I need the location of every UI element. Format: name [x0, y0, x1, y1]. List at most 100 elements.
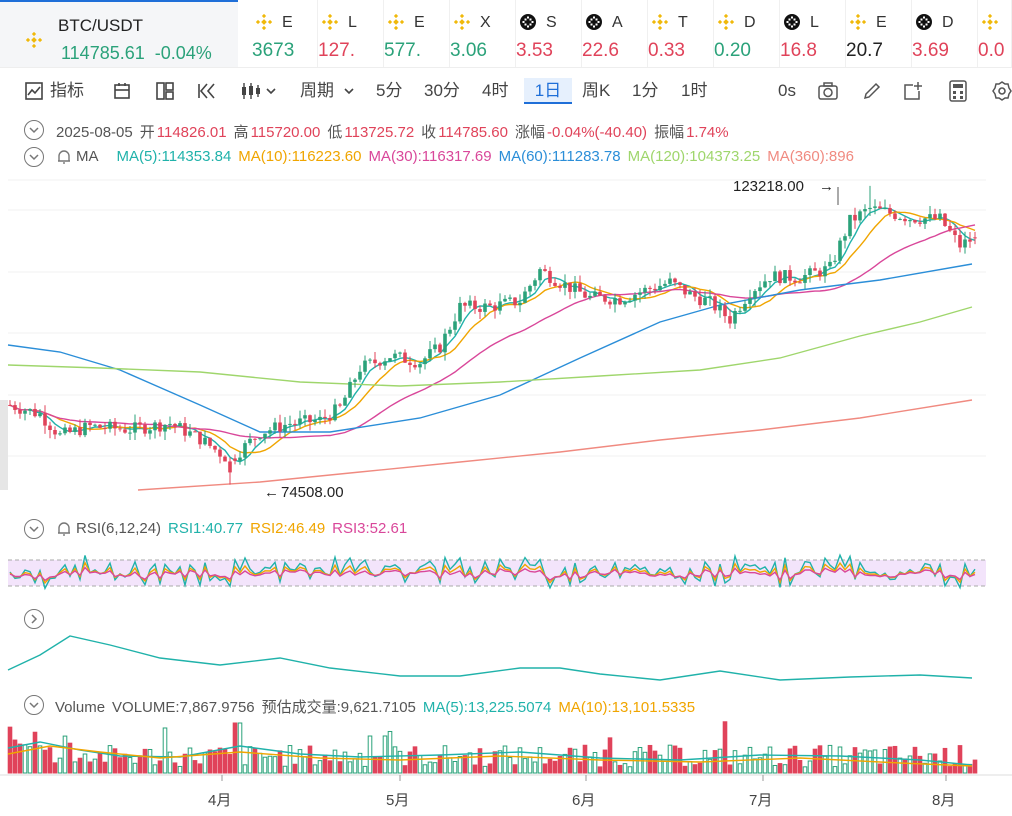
- expand-chevron-icon[interactable]: [24, 609, 44, 629]
- candle-body: [103, 427, 107, 429]
- collapse-chevron-icon[interactable]: [24, 147, 44, 167]
- volume-bar: [957, 745, 963, 774]
- low-annotation: 74508.00: [281, 484, 344, 501]
- candle-body: [513, 297, 517, 306]
- volume-bar: [622, 763, 628, 774]
- candle-type-icon[interactable]: [240, 81, 276, 106]
- ticker-value: 127.: [318, 40, 355, 61]
- add-drawing-icon[interactable]: [903, 81, 923, 106]
- ticker-item[interactable]: L 16.8: [780, 0, 846, 67]
- volume-bar: [242, 764, 248, 774]
- candle-body: [413, 365, 417, 368]
- candle-body: [428, 349, 432, 359]
- candle-body: [723, 305, 727, 317]
- candle-body: [878, 206, 882, 209]
- volume-bar: [942, 747, 948, 774]
- candle-body: [578, 283, 582, 292]
- collapse-chevron-icon[interactable]: [24, 695, 44, 715]
- volume-bar: [457, 756, 463, 774]
- ticker-item[interactable]: E 3673: [252, 0, 318, 67]
- volume-bar: [902, 758, 908, 774]
- bell-icon[interactable]: [55, 148, 73, 171]
- bell-icon[interactable]: [55, 520, 73, 543]
- candle-body: [538, 269, 542, 281]
- replay-icon[interactable]: [197, 81, 219, 106]
- volume-bar: [707, 758, 713, 774]
- candle-body: [28, 408, 32, 411]
- ticker-item[interactable]: D 3.69: [912, 0, 978, 67]
- volume-bar: [767, 746, 773, 774]
- ticker-item[interactable]: E 577.: [384, 0, 450, 67]
- volume-bar: [887, 746, 893, 774]
- indicators-button[interactable]: 指标: [50, 81, 84, 100]
- ohlc-date: 2025-08-05: [56, 124, 133, 141]
- pencil-icon[interactable]: [862, 81, 882, 106]
- interval-30m[interactable]: 30分: [424, 81, 460, 100]
- x-axis-label-jul: 7月: [749, 792, 773, 809]
- volume-bar: [297, 749, 303, 774]
- candle-body: [468, 300, 472, 306]
- candle-body: [518, 302, 522, 306]
- ma5-value: MA(5):114353.84: [116, 148, 232, 165]
- template-icon[interactable]: [112, 82, 132, 105]
- volume-bar: [602, 749, 608, 774]
- main-ticker-btc[interactable]: BTC/USDT 114785.61 -0.04%: [0, 0, 238, 67]
- camera-icon[interactable]: [817, 81, 839, 106]
- ticker-symbol: S: [546, 14, 557, 31]
- volume-bar: [427, 761, 433, 774]
- candle-body: [88, 422, 92, 426]
- layout-icon[interactable]: [155, 81, 175, 106]
- ticker-item[interactable]: E 20.7: [846, 0, 912, 67]
- ticker-symbol: X: [480, 14, 491, 31]
- candle-body: [233, 458, 237, 461]
- volume-bar: [777, 763, 783, 774]
- interval-5m[interactable]: 5分: [376, 81, 403, 100]
- candle-body: [708, 296, 712, 298]
- candle-body: [483, 303, 487, 312]
- volume-bar: [237, 722, 243, 774]
- ticker-item[interactable]: L 127.: [318, 0, 384, 67]
- calculator-icon[interactable]: [948, 80, 968, 107]
- candle-body: [828, 261, 832, 267]
- volume-bar: [447, 757, 453, 774]
- ticker-item[interactable]: S 3.53: [516, 0, 582, 67]
- main-ticker-symbol: BTC/USDT: [58, 16, 143, 35]
- interval-1h[interactable]: 1时: [681, 81, 708, 100]
- ticker-item[interactable]: T 0.33: [648, 0, 714, 67]
- amplitude-label: 振幅: [654, 124, 685, 141]
- candle-body: [583, 291, 587, 298]
- candle-body: [838, 240, 842, 261]
- candle-body: [13, 405, 17, 410]
- volume-bar: [922, 762, 928, 774]
- candle-body: [758, 287, 762, 292]
- candle-body: [558, 285, 562, 288]
- candle-body: [623, 301, 627, 305]
- volume-bar: [122, 753, 128, 774]
- volume-bar: [187, 747, 193, 774]
- interval-1min[interactable]: 1分: [632, 81, 659, 100]
- collapse-chevron-icon[interactable]: [24, 120, 44, 140]
- candle-body: [883, 208, 887, 210]
- ticker-item[interactable]: D 0.20: [714, 0, 780, 67]
- candle-body: [753, 291, 757, 299]
- ticker-item[interactable]: X 3.06: [450, 0, 516, 67]
- sidebar-toggle-tab[interactable]: [0, 400, 8, 490]
- interval-1d[interactable]: 1日: [524, 78, 572, 104]
- candle-body: [683, 284, 687, 295]
- volume-bar: [797, 759, 803, 774]
- collapse-chevron-icon[interactable]: [24, 519, 44, 539]
- candle-body: [123, 429, 127, 433]
- candle-body: [668, 278, 672, 284]
- candle-body: [903, 218, 907, 222]
- volume-bar: [277, 750, 283, 774]
- volume-bar: [62, 735, 68, 774]
- period-dropdown[interactable]: 周期: [300, 81, 334, 100]
- ticker-item[interactable]: A 22.6: [582, 0, 648, 67]
- interval-1w[interactable]: 周K: [582, 81, 611, 100]
- volume-bar: [17, 743, 23, 774]
- settings-gear-icon[interactable]: [992, 81, 1012, 106]
- candle-body: [153, 422, 157, 431]
- volume-bar: [422, 764, 428, 774]
- interval-4h[interactable]: 4时: [482, 81, 509, 100]
